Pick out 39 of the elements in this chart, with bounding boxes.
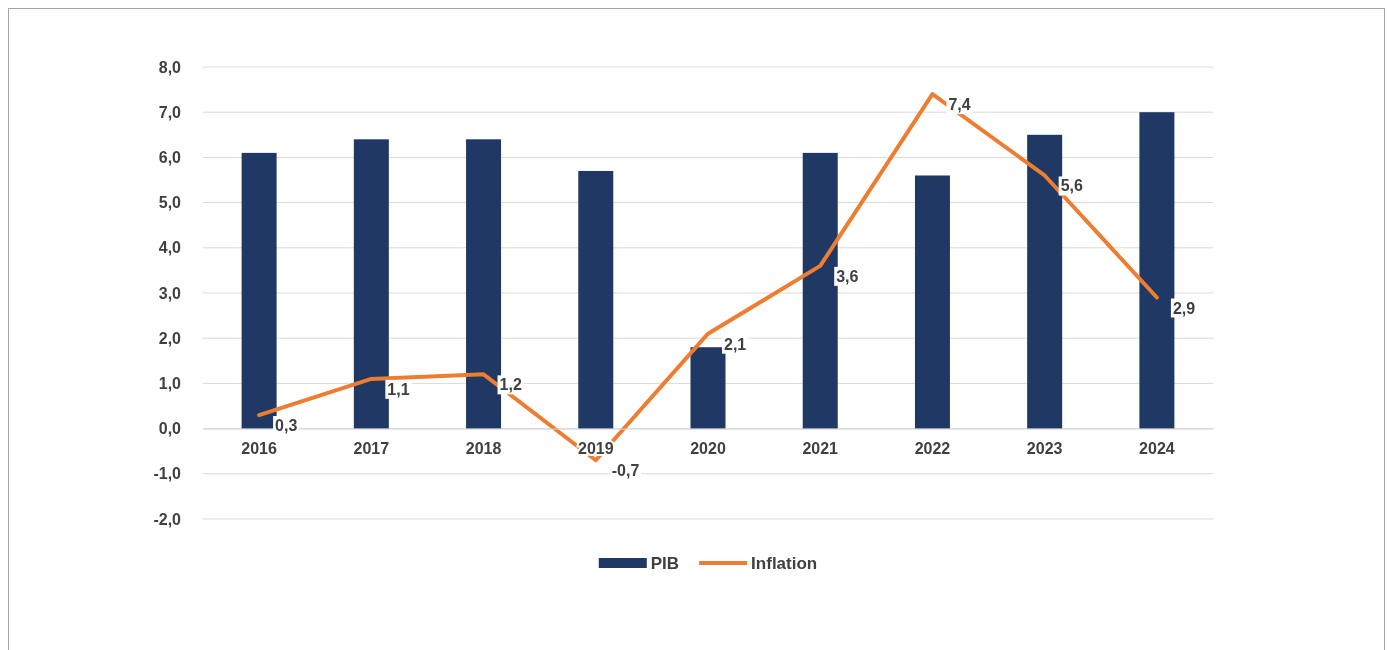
data-label: 0,3 — [275, 417, 298, 435]
x-tick-label: 2022 — [914, 439, 951, 457]
data-label: 1,2 — [499, 376, 522, 394]
y-tick-label: 7,0 — [158, 103, 182, 121]
bar — [353, 139, 389, 429]
x-tick-label: 2018 — [465, 439, 502, 457]
bar — [914, 175, 950, 429]
bar — [466, 139, 502, 429]
data-label: 5,6 — [1060, 177, 1084, 195]
y-tick-label: 2,0 — [158, 329, 182, 347]
data-label: 7,4 — [948, 96, 971, 114]
y-tick-label: 0,0 — [158, 420, 182, 438]
data-label: -0,7 — [611, 462, 640, 480]
data-label: 2,1 — [724, 335, 747, 353]
bar — [1027, 134, 1063, 429]
data-label: 3,6 — [836, 267, 859, 285]
bar — [578, 170, 614, 429]
x-tick-label: 2017 — [353, 439, 390, 457]
x-tick-label: 2016 — [241, 439, 278, 457]
y-tick-label: -2,0 — [153, 510, 182, 528]
y-tick-label: 5,0 — [158, 194, 182, 212]
bar — [802, 152, 838, 429]
x-tick-label: 2024 — [1139, 439, 1175, 457]
y-tick-label: -1,0 — [153, 465, 182, 483]
y-tick-label: 1,0 — [158, 375, 182, 393]
y-tick-label: 4,0 — [158, 239, 182, 257]
bar — [1139, 112, 1175, 429]
y-tick-label: 3,0 — [158, 284, 182, 302]
data-label: 2,9 — [1172, 299, 1196, 317]
x-tick-label: 2023 — [1026, 439, 1063, 457]
data-label: 1,1 — [387, 380, 410, 398]
x-tick-label: 2021 — [802, 439, 839, 457]
legend-label: PIB — [650, 554, 680, 573]
x-tick-label: 2020 — [690, 439, 726, 457]
y-tick-label: 8,0 — [158, 58, 182, 76]
bar — [690, 347, 726, 429]
y-tick-label: 6,0 — [158, 149, 182, 167]
legend-label: Inflation — [751, 554, 818, 573]
bar — [241, 152, 277, 429]
